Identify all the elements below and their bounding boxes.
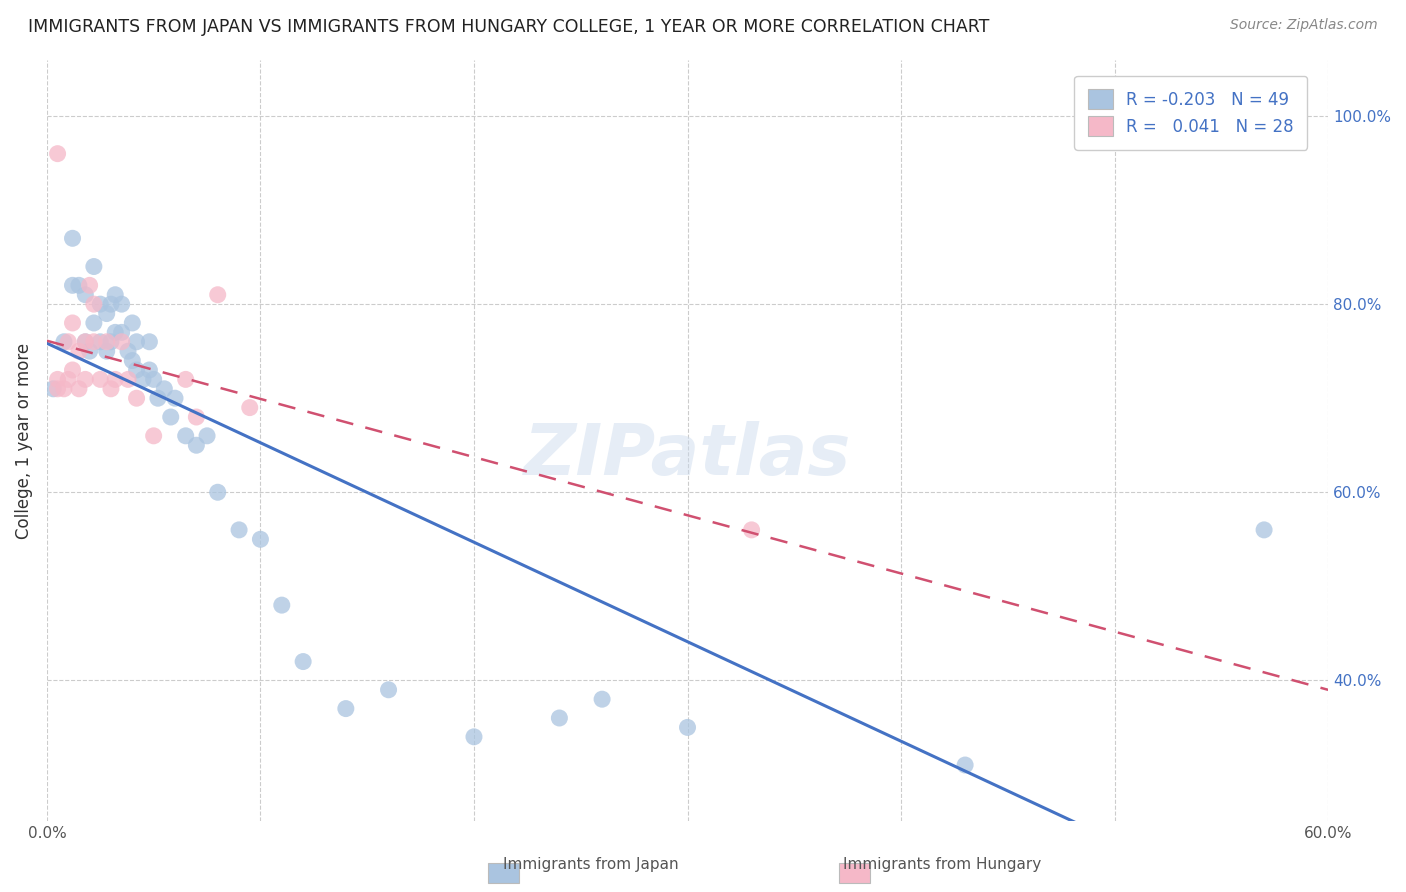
Point — [67, 344, 90, 359]
Point — [96, 344, 118, 359]
Point — [62, 278, 84, 293]
Point — [89, 334, 111, 349]
Point — [1253, 523, 1275, 537]
Point — [83, 316, 105, 330]
Point — [335, 701, 357, 715]
Point — [591, 692, 613, 706]
Point — [159, 410, 181, 425]
Point — [138, 363, 160, 377]
Point — [121, 353, 143, 368]
Y-axis label: College, 1 year or more: College, 1 year or more — [15, 343, 32, 539]
Point — [62, 231, 84, 245]
Point — [174, 429, 197, 443]
Point — [111, 326, 134, 340]
Point — [142, 372, 165, 386]
Text: Immigrants from Hungary: Immigrants from Hungary — [842, 857, 1042, 872]
Point — [125, 363, 148, 377]
Point — [79, 278, 101, 293]
Point — [104, 372, 127, 386]
Text: IMMIGRANTS FROM JAPAN VS IMMIGRANTS FROM HUNGARY COLLEGE, 1 YEAR OR MORE CORRELA: IMMIGRANTS FROM JAPAN VS IMMIGRANTS FROM… — [28, 18, 990, 36]
Point — [239, 401, 262, 415]
Point — [146, 391, 169, 405]
Point — [111, 297, 134, 311]
Point — [75, 334, 97, 349]
Point — [96, 307, 118, 321]
Point — [58, 372, 80, 386]
Point — [121, 316, 143, 330]
Point — [79, 344, 101, 359]
Point — [46, 372, 69, 386]
Point — [270, 598, 292, 612]
Point — [138, 334, 160, 349]
Point — [100, 382, 122, 396]
Point — [104, 287, 127, 301]
Point — [548, 711, 571, 725]
Point — [52, 334, 75, 349]
Point — [207, 287, 229, 301]
Legend: R = -0.203   N = 49, R =   0.041   N = 28: R = -0.203 N = 49, R = 0.041 N = 28 — [1074, 76, 1308, 150]
Text: ZIPatlas: ZIPatlas — [524, 421, 851, 491]
Point — [100, 297, 122, 311]
Point — [58, 334, 80, 349]
Point — [676, 720, 699, 734]
Point — [377, 682, 399, 697]
Point — [104, 326, 127, 340]
Point — [741, 523, 763, 537]
Point — [62, 316, 84, 330]
Point — [67, 382, 90, 396]
Point — [46, 382, 69, 396]
Point — [83, 260, 105, 274]
Point — [52, 382, 75, 396]
Point — [89, 372, 111, 386]
Point — [195, 429, 218, 443]
Point — [62, 363, 84, 377]
Point — [186, 438, 208, 452]
Point — [174, 372, 197, 386]
Point — [46, 146, 69, 161]
Point — [75, 334, 97, 349]
Point — [111, 334, 134, 349]
Text: Immigrants from Japan: Immigrants from Japan — [503, 857, 678, 872]
Point — [75, 372, 97, 386]
Point — [953, 758, 976, 772]
Point — [83, 334, 105, 349]
Point — [207, 485, 229, 500]
Point — [186, 410, 208, 425]
Point — [163, 391, 186, 405]
Point — [463, 730, 485, 744]
Point — [125, 391, 148, 405]
Point — [228, 523, 250, 537]
Point — [83, 297, 105, 311]
Point — [249, 533, 271, 547]
Point — [100, 334, 122, 349]
Point — [75, 287, 97, 301]
Point — [42, 382, 65, 396]
Point — [153, 382, 176, 396]
Text: Source: ZipAtlas.com: Source: ZipAtlas.com — [1230, 18, 1378, 32]
Point — [132, 372, 155, 386]
Point — [117, 372, 139, 386]
Point — [89, 297, 111, 311]
Point — [96, 334, 118, 349]
Point — [67, 278, 90, 293]
Point — [125, 334, 148, 349]
Point — [142, 429, 165, 443]
Point — [292, 655, 315, 669]
Point — [117, 344, 139, 359]
